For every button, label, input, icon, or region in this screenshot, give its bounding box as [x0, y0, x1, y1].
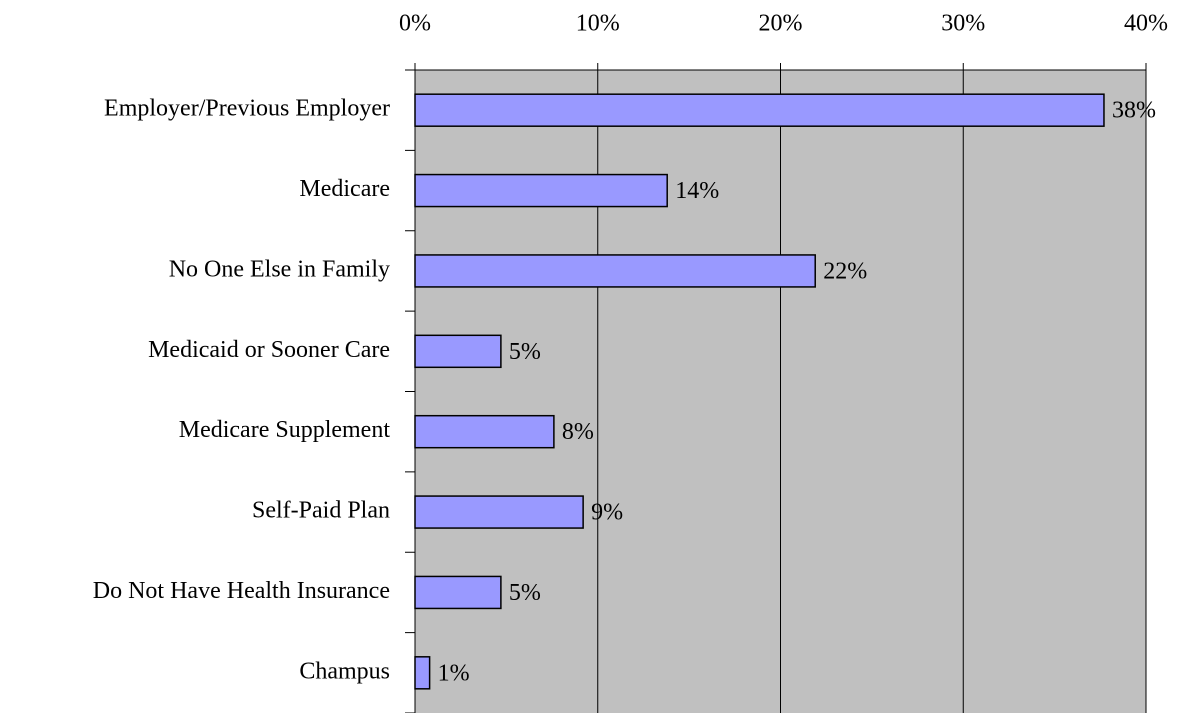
y-tick-label: Medicare Supplement [179, 417, 391, 443]
y-tick-label: Medicaid or Sooner Care [148, 337, 390, 363]
y-tick-label: Medicare [299, 176, 390, 202]
x-tick-label: 40% [1124, 11, 1168, 37]
bar [414, 334, 502, 369]
bar [414, 173, 668, 208]
bar [414, 575, 502, 610]
data-label: 1% [438, 660, 470, 686]
data-label: 22% [823, 258, 867, 284]
data-label: 9% [591, 500, 623, 526]
data-label: 8% [562, 419, 594, 445]
bar [414, 254, 816, 288]
y-tick-label: Do Not Have Health Insurance [93, 578, 390, 604]
y-tick-label: Champus [299, 658, 390, 684]
data-label: 38% [1112, 98, 1156, 124]
bar [414, 495, 584, 529]
data-label: 14% [675, 178, 719, 204]
bar [414, 93, 1105, 127]
y-tick-label: Employer/Previous Employer [104, 96, 390, 122]
x-tick-label: 20% [759, 11, 803, 37]
data-label: 5% [509, 580, 541, 606]
x-tick-label: 30% [941, 11, 985, 37]
y-tick-label: Self-Paid Plan [252, 498, 390, 524]
x-tick-label: 10% [576, 11, 620, 37]
bar [414, 656, 431, 690]
x-tick-label: 0% [399, 11, 431, 37]
y-tick-label: No One Else in Family [169, 256, 390, 282]
bar [414, 414, 555, 449]
data-label: 5% [509, 339, 541, 365]
